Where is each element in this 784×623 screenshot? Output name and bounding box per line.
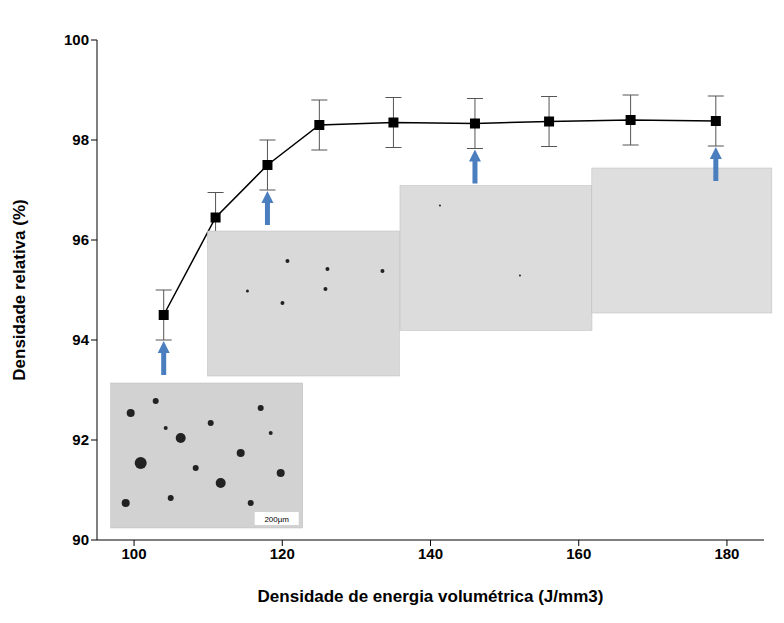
svg-text:180: 180 [714, 545, 739, 562]
svg-text:96: 96 [72, 231, 89, 248]
svg-text:98: 98 [72, 131, 89, 148]
svg-text:92: 92 [72, 431, 89, 448]
svg-text:Densidade relativa (%): Densidade relativa (%) [10, 199, 29, 380]
svg-text:200µm: 200µm [264, 515, 289, 524]
svg-text:94: 94 [72, 331, 89, 348]
svg-text:100: 100 [64, 31, 89, 48]
svg-text:160: 160 [566, 545, 591, 562]
svg-text:140: 140 [418, 545, 443, 562]
svg-text:120: 120 [270, 545, 295, 562]
svg-text:100: 100 [122, 545, 147, 562]
svg-text:90: 90 [72, 531, 89, 548]
svg-text:Densidade de energia volumétri: Densidade de energia volumétrica (J/mm3) [258, 587, 604, 606]
